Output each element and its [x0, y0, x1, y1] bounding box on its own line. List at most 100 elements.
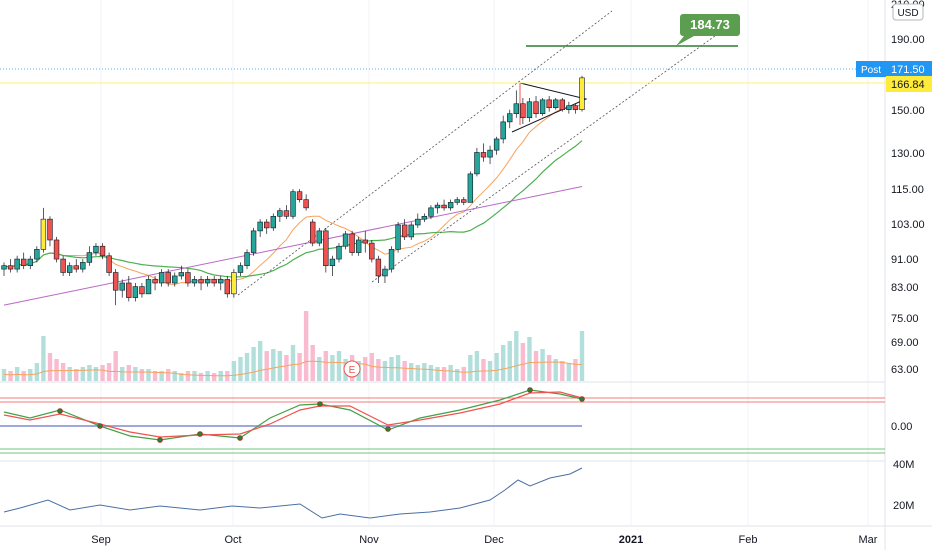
- candle-body: [80, 262, 86, 270]
- volume-bar: [455, 369, 460, 381]
- volume-bar: [146, 369, 151, 381]
- volume-bar: [474, 351, 480, 381]
- candle-body: [73, 265, 79, 270]
- volume-bar: [74, 369, 79, 381]
- price-tick-label: 69.00: [891, 337, 919, 349]
- candle-body: [553, 99, 559, 108]
- candle-body: [296, 191, 303, 200]
- volume-bar: [80, 367, 86, 381]
- volume-bar: [323, 351, 329, 381]
- volume-bar: [41, 336, 46, 381]
- target-badge-pointer: [676, 36, 694, 46]
- candle-body: [513, 103, 520, 114]
- candle-body: [172, 275, 178, 284]
- last-price-label: 166.84: [891, 79, 925, 91]
- osc-cross-dot: [317, 401, 323, 407]
- volume-bar: [231, 361, 237, 381]
- volume-bar: [573, 359, 578, 381]
- volume-bar: [553, 359, 558, 381]
- time-axis-label: 2021: [619, 534, 643, 546]
- volume-bar: [297, 353, 302, 381]
- volume-bar: [67, 367, 72, 381]
- candle-body: [533, 101, 539, 114]
- time-axis-label: Nov: [359, 534, 379, 546]
- candle-body: [461, 199, 467, 203]
- candle-body: [500, 121, 506, 140]
- candle-body: [145, 279, 152, 295]
- volume-bar: [185, 371, 191, 381]
- volume-bar: [47, 353, 53, 381]
- volume-bar: [560, 361, 565, 381]
- volume-bar: [369, 353, 375, 381]
- candle-body: [165, 272, 171, 284]
- candle-body: [53, 239, 60, 260]
- candle-body: [434, 204, 441, 209]
- volume-bar: [152, 371, 158, 381]
- candle-body: [218, 279, 224, 284]
- candle-body: [47, 218, 53, 241]
- candle-body: [375, 258, 382, 277]
- time-axis-label: Feb: [739, 534, 758, 546]
- candle-body: [27, 258, 33, 267]
- pennant-upper-line: [511, 82, 588, 133]
- candle-body: [428, 207, 434, 217]
- volume-bar: [415, 365, 420, 381]
- candle-body: [408, 224, 414, 238]
- volume-bar: [8, 371, 13, 381]
- volume-bar: [54, 359, 59, 381]
- candle-body: [106, 255, 112, 273]
- post-badge: [856, 61, 886, 77]
- volume-20m-label: 20M: [893, 500, 914, 512]
- volume-bar: [159, 371, 164, 381]
- candle-body: [323, 230, 329, 267]
- candle-body: [467, 173, 474, 203]
- volume-bar: [60, 363, 66, 381]
- earnings-marker[interactable]: [343, 360, 361, 378]
- candle-body: [21, 258, 27, 267]
- volume-bar: [317, 357, 322, 381]
- volume-bar: [166, 369, 171, 381]
- volume-40m-label: 40M: [893, 459, 914, 471]
- volume-bar: [1, 369, 7, 381]
- osc-cross-dot: [97, 423, 103, 429]
- candle-body: [566, 105, 572, 110]
- volume-bar: [303, 311, 309, 381]
- volume-bar: [336, 351, 342, 381]
- candle-body: [415, 218, 421, 226]
- volume-bar: [527, 337, 532, 381]
- candle-body: [526, 101, 533, 119]
- currency-badge[interactable]: [892, 3, 924, 21]
- volume-bar: [330, 355, 335, 381]
- volume-bar: [389, 357, 394, 381]
- osc-cross-dot: [385, 426, 391, 432]
- volume-bar: [126, 365, 131, 381]
- volume-bar: [87, 365, 92, 381]
- candle-body: [329, 258, 336, 267]
- candle-body: [349, 233, 355, 253]
- time-axis-label: Sep: [91, 534, 111, 546]
- osc-cross-dot: [57, 408, 63, 414]
- volume-bar: [546, 355, 552, 381]
- candle-body: [382, 268, 388, 277]
- candle-body: [401, 224, 408, 238]
- osc-cross-dot: [579, 396, 585, 402]
- volume-bar: [402, 361, 407, 381]
- osc-fast-line: [3, 389, 583, 441]
- candle-body: [7, 265, 14, 270]
- candle-body: [86, 252, 93, 263]
- volume-bar: [93, 367, 99, 381]
- candle-body: [342, 233, 349, 247]
- candle-body: [250, 230, 257, 253]
- volume-bar: [514, 331, 519, 381]
- candle-body: [290, 191, 296, 217]
- volume-bar: [481, 359, 486, 381]
- candle-body: [158, 272, 165, 284]
- candle-body: [60, 258, 66, 273]
- volume-bar: [192, 371, 197, 381]
- candle-body: [40, 218, 47, 250]
- candle-body: [66, 265, 73, 273]
- candle-body: [283, 210, 290, 217]
- volume-bar: [133, 367, 138, 381]
